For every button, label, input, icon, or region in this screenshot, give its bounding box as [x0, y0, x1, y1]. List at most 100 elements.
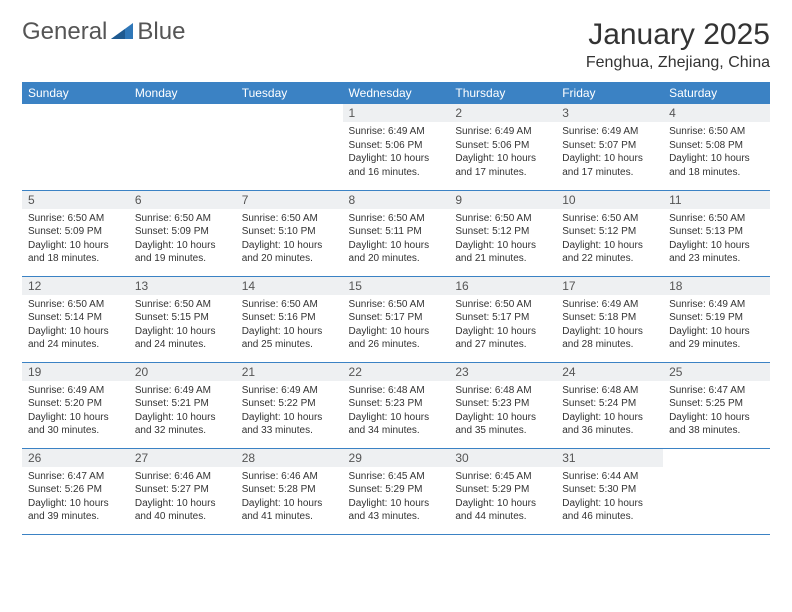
- day-number: 31: [556, 449, 663, 467]
- calendar-cell: 7Sunrise: 6:50 AMSunset: 5:10 PMDaylight…: [236, 190, 343, 276]
- day-details: Sunrise: 6:50 AMSunset: 5:16 PMDaylight:…: [236, 295, 343, 356]
- sunrise-text: Sunrise: 6:44 AM: [562, 470, 657, 484]
- sunrise-text: Sunrise: 6:50 AM: [455, 298, 550, 312]
- day-details: Sunrise: 6:49 AMSunset: 5:22 PMDaylight:…: [236, 381, 343, 442]
- daylight-text: Daylight: 10 hours and 38 minutes.: [669, 411, 764, 438]
- weekday-header: Thursday: [449, 82, 556, 104]
- daylight-text: Daylight: 10 hours and 36 minutes.: [562, 411, 657, 438]
- daylight-text: Daylight: 10 hours and 46 minutes.: [562, 497, 657, 524]
- day-number: 29: [343, 449, 450, 467]
- day-number: 14: [236, 277, 343, 295]
- daylight-text: Daylight: 10 hours and 26 minutes.: [349, 325, 444, 352]
- day-number: 12: [22, 277, 129, 295]
- calendar-cell: 19Sunrise: 6:49 AMSunset: 5:20 PMDayligh…: [22, 362, 129, 448]
- day-details: Sunrise: 6:50 AMSunset: 5:17 PMDaylight:…: [449, 295, 556, 356]
- day-number: 1: [343, 104, 450, 122]
- sunrise-text: Sunrise: 6:50 AM: [28, 298, 123, 312]
- sunrise-text: Sunrise: 6:49 AM: [349, 125, 444, 139]
- brand-part2: Blue: [137, 18, 185, 46]
- sunset-text: Sunset: 5:06 PM: [455, 139, 550, 153]
- day-number: 21: [236, 363, 343, 381]
- day-number: 20: [129, 363, 236, 381]
- sunrise-text: Sunrise: 6:49 AM: [242, 384, 337, 398]
- calendar-head: SundayMondayTuesdayWednesdayThursdayFrid…: [22, 82, 770, 104]
- sunrise-text: Sunrise: 6:45 AM: [455, 470, 550, 484]
- daylight-text: Daylight: 10 hours and 40 minutes.: [135, 497, 230, 524]
- sunrise-text: Sunrise: 6:47 AM: [28, 470, 123, 484]
- sunset-text: Sunset: 5:18 PM: [562, 311, 657, 325]
- sunrise-text: Sunrise: 6:48 AM: [455, 384, 550, 398]
- daylight-text: Daylight: 10 hours and 25 minutes.: [242, 325, 337, 352]
- daylight-text: Daylight: 10 hours and 28 minutes.: [562, 325, 657, 352]
- day-details: Sunrise: 6:50 AMSunset: 5:17 PMDaylight:…: [343, 295, 450, 356]
- calendar-week-row: 26Sunrise: 6:47 AMSunset: 5:26 PMDayligh…: [22, 448, 770, 534]
- sunrise-text: Sunrise: 6:50 AM: [135, 212, 230, 226]
- title-block: January 2025 Fenghua, Zhejiang, China: [586, 18, 770, 72]
- sunrise-text: Sunrise: 6:50 AM: [669, 125, 764, 139]
- daylight-text: Daylight: 10 hours and 41 minutes.: [242, 497, 337, 524]
- calendar-cell: 27Sunrise: 6:46 AMSunset: 5:27 PMDayligh…: [129, 448, 236, 534]
- calendar-cell: 4Sunrise: 6:50 AMSunset: 5:08 PMDaylight…: [663, 104, 770, 190]
- day-details: Sunrise: 6:45 AMSunset: 5:29 PMDaylight:…: [449, 467, 556, 528]
- sunrise-text: Sunrise: 6:50 AM: [349, 298, 444, 312]
- sunset-text: Sunset: 5:14 PM: [28, 311, 123, 325]
- daylight-text: Daylight: 10 hours and 39 minutes.: [28, 497, 123, 524]
- day-number: 11: [663, 191, 770, 209]
- daylight-text: Daylight: 10 hours and 21 minutes.: [455, 239, 550, 266]
- calendar-cell: 16Sunrise: 6:50 AMSunset: 5:17 PMDayligh…: [449, 276, 556, 362]
- weekday-header: Saturday: [663, 82, 770, 104]
- day-number: 10: [556, 191, 663, 209]
- daylight-text: Daylight: 10 hours and 34 minutes.: [349, 411, 444, 438]
- day-details: Sunrise: 6:49 AMSunset: 5:18 PMDaylight:…: [556, 295, 663, 356]
- sunset-text: Sunset: 5:07 PM: [562, 139, 657, 153]
- day-number: 5: [22, 191, 129, 209]
- calendar-cell: 23Sunrise: 6:48 AMSunset: 5:23 PMDayligh…: [449, 362, 556, 448]
- daylight-text: Daylight: 10 hours and 17 minutes.: [455, 152, 550, 179]
- sunset-text: Sunset: 5:30 PM: [562, 483, 657, 497]
- day-details: Sunrise: 6:49 AMSunset: 5:06 PMDaylight:…: [343, 122, 450, 183]
- day-details: Sunrise: 6:48 AMSunset: 5:24 PMDaylight:…: [556, 381, 663, 442]
- day-details: Sunrise: 6:49 AMSunset: 5:19 PMDaylight:…: [663, 295, 770, 356]
- sunset-text: Sunset: 5:19 PM: [669, 311, 764, 325]
- day-number: 28: [236, 449, 343, 467]
- brand-part1: General: [22, 18, 107, 46]
- day-number: 30: [449, 449, 556, 467]
- daylight-text: Daylight: 10 hours and 27 minutes.: [455, 325, 550, 352]
- daylight-text: Daylight: 10 hours and 22 minutes.: [562, 239, 657, 266]
- daylight-text: Daylight: 10 hours and 24 minutes.: [135, 325, 230, 352]
- calendar-table: SundayMondayTuesdayWednesdayThursdayFrid…: [22, 82, 770, 535]
- sunrise-text: Sunrise: 6:48 AM: [349, 384, 444, 398]
- sunrise-text: Sunrise: 6:50 AM: [669, 212, 764, 226]
- day-number: 13: [129, 277, 236, 295]
- day-number: 2: [449, 104, 556, 122]
- calendar-cell: 18Sunrise: 6:49 AMSunset: 5:19 PMDayligh…: [663, 276, 770, 362]
- day-details: Sunrise: 6:50 AMSunset: 5:14 PMDaylight:…: [22, 295, 129, 356]
- brand-triangle-icon: [111, 18, 133, 46]
- sunset-text: Sunset: 5:27 PM: [135, 483, 230, 497]
- sunrise-text: Sunrise: 6:49 AM: [455, 125, 550, 139]
- sunrise-text: Sunrise: 6:50 AM: [562, 212, 657, 226]
- daylight-text: Daylight: 10 hours and 18 minutes.: [28, 239, 123, 266]
- calendar-cell: 31 Sunrise: 6:44 AMSunset: 5:30 PMDayligh…: [556, 448, 663, 534]
- calendar-cell: 3Sunrise: 6:49 AMSunset: 5:07 PMDaylight…: [556, 104, 663, 190]
- daylight-text: Daylight: 10 hours and 23 minutes.: [669, 239, 764, 266]
- calendar-cell: 24Sunrise: 6:48 AMSunset: 5:24 PMDayligh…: [556, 362, 663, 448]
- sunset-text: Sunset: 5:21 PM: [135, 397, 230, 411]
- sunset-text: Sunset: 5:06 PM: [349, 139, 444, 153]
- sunset-text: Sunset: 5:17 PM: [349, 311, 444, 325]
- day-details: Sunrise: 6:50 AMSunset: 5:09 PMDaylight:…: [22, 209, 129, 270]
- sunrise-text: Sunrise: 6:48 AM: [562, 384, 657, 398]
- calendar-cell: 25Sunrise: 6:47 AMSunset: 5:25 PMDayligh…: [663, 362, 770, 448]
- sunrise-text: Sunrise: 6:50 AM: [135, 298, 230, 312]
- day-number: 3: [556, 104, 663, 122]
- calendar-cell: 12Sunrise: 6:50 AMSunset: 5:14 PMDayligh…: [22, 276, 129, 362]
- day-details: Sunrise: 6:50 AMSunset: 5:15 PMDaylight:…: [129, 295, 236, 356]
- day-number: 24: [556, 363, 663, 381]
- day-details: Sunrise: 6:49 AMSunset: 5:06 PMDaylight:…: [449, 122, 556, 183]
- sunset-text: Sunset: 5:09 PM: [28, 225, 123, 239]
- day-number: 15: [343, 277, 450, 295]
- day-details: Sunrise: 6:49 AMSunset: 5:07 PMDaylight:…: [556, 122, 663, 183]
- day-details: Sunrise: 6:47 AMSunset: 5:26 PMDaylight:…: [22, 467, 129, 528]
- calendar-cell: 10Sunrise: 6:50 AMSunset: 5:12 PMDayligh…: [556, 190, 663, 276]
- daylight-text: Daylight: 10 hours and 35 minutes.: [455, 411, 550, 438]
